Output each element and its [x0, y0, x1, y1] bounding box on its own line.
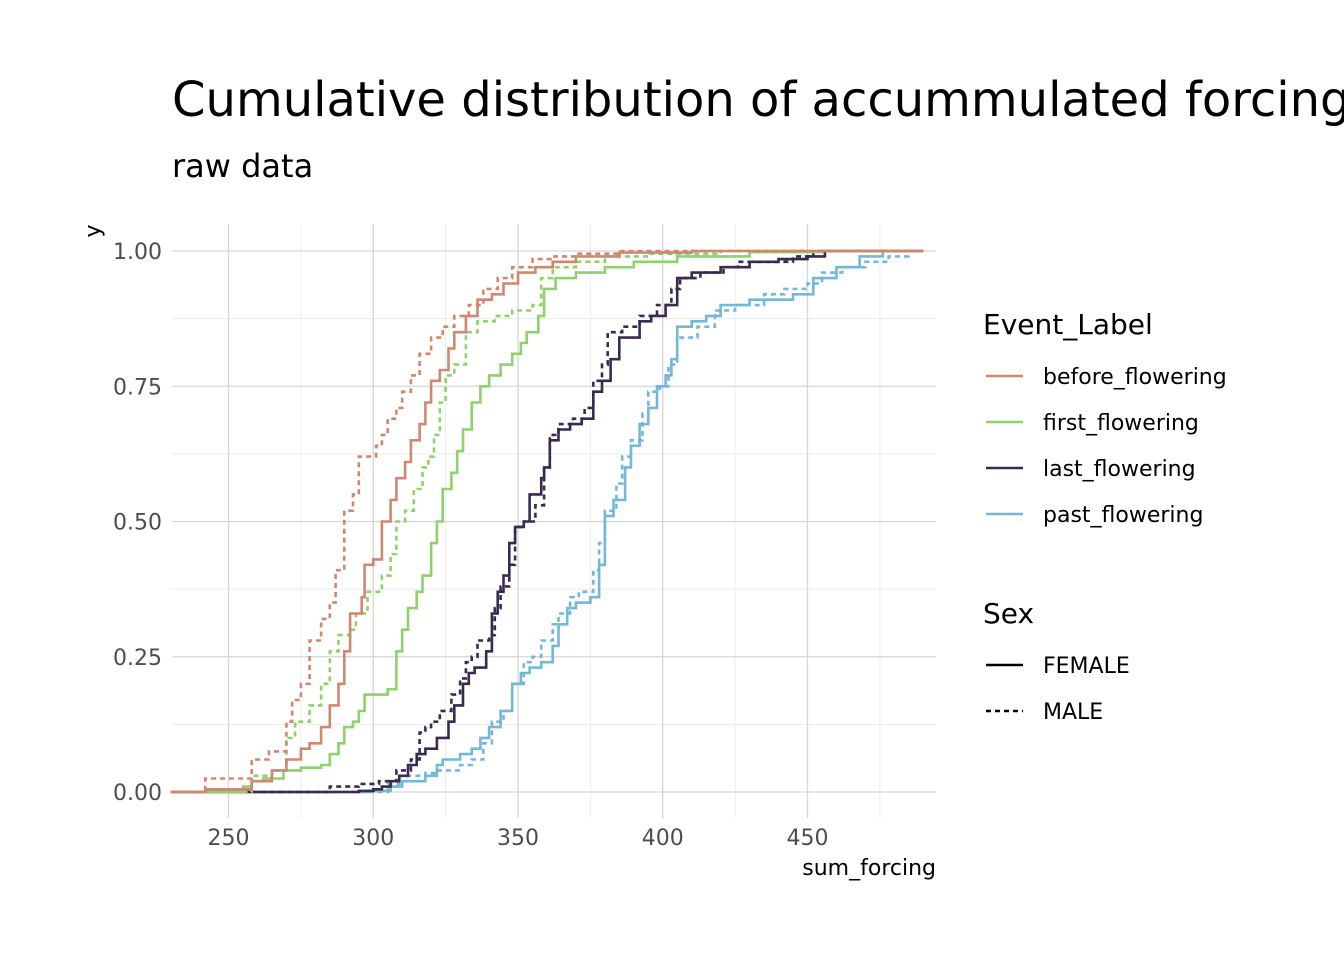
series-line-last_flowering-female — [170, 249, 924, 794]
x-axis-ticks: 250 300 350 400 450 — [208, 826, 829, 851]
legend-label: before_flowering — [1043, 365, 1227, 390]
x-tick-label: 350 — [497, 826, 539, 851]
chart-subtitle: raw data — [172, 147, 313, 185]
series-line-past_flowering-female — [170, 249, 924, 794]
x-tick-label: 250 — [208, 826, 250, 851]
x-axis-title: sum_forcing — [802, 856, 936, 881]
plot-grid — [172, 224, 936, 818]
legend-title: Sex — [983, 597, 1034, 630]
legend-title: Event_Label — [983, 308, 1153, 341]
x-tick-label: 400 — [642, 826, 684, 851]
y-tick-label: 0.00 — [113, 781, 162, 806]
legend-label: last_flowering — [1043, 457, 1196, 482]
y-axis-title: y — [81, 224, 106, 237]
series-layer — [170, 249, 924, 794]
series-line-last_flowering-male — [170, 249, 924, 794]
legend: Event_Label before_flowering first_floweri… — [983, 308, 1227, 725]
y-tick-label: 0.50 — [113, 511, 162, 536]
y-tick-label: 0.75 — [113, 375, 162, 400]
chart-title: Cumulative distribution of accummulated … — [172, 72, 1344, 128]
y-tick-label: 1.00 — [113, 240, 162, 265]
x-tick-label: 450 — [787, 826, 829, 851]
legend-label: FEMALE — [1043, 654, 1130, 679]
series-line-past_flowering-male — [170, 249, 924, 794]
legend-label: MALE — [1043, 700, 1103, 725]
series-line-first_flowering-female — [170, 249, 924, 794]
y-tick-label: 0.25 — [113, 646, 162, 671]
x-tick-label: 300 — [352, 826, 394, 851]
y-axis-ticks: 0.00 0.25 0.50 0.75 1.00 — [113, 240, 162, 806]
legend-label: first_flowering — [1043, 411, 1199, 436]
series-line-before_flowering-female — [170, 249, 924, 794]
legend-label: past_flowering — [1043, 503, 1203, 528]
